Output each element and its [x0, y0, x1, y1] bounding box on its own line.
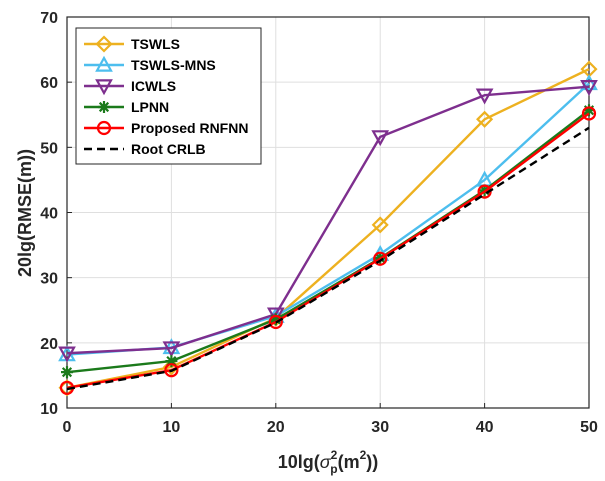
- legend-label: TSWLS-MNS: [131, 57, 216, 73]
- series-line: [66, 109, 590, 374]
- legend-item: LPNN: [84, 99, 169, 115]
- x-axis-label-mid: (m: [338, 452, 360, 472]
- data-point: [371, 216, 389, 234]
- x-axis-label: 10lg(σ2 p(m2)): [278, 448, 379, 476]
- legend-label: LPNN: [131, 99, 169, 115]
- data-point: [269, 313, 282, 326]
- y-tick-label: 10: [40, 401, 58, 418]
- y-tick-label: 60: [40, 75, 58, 92]
- legend: TSWLS TSWLS-MNS ICWLS LPNN Proposed RNFNN Roo…: [75, 27, 262, 165]
- data-point: [581, 106, 597, 121]
- data-point: [373, 251, 388, 266]
- data-point: [580, 74, 598, 91]
- x-axis-label-prefix: 10lg(: [278, 452, 320, 472]
- y-tick-label: 50: [40, 140, 58, 157]
- series-icwls: [58, 80, 598, 363]
- x-axis-label-sub: p: [330, 462, 337, 476]
- x-tick-label: 30: [371, 419, 389, 436]
- series-root-crlb: [66, 126, 590, 391]
- data-point: [475, 88, 494, 105]
- legend-item: Root CRLB: [84, 141, 206, 157]
- x-tick-label: 0: [63, 419, 72, 436]
- y-tick-label: 40: [40, 206, 58, 223]
- x-tick-label: 50: [580, 419, 598, 436]
- x-axis-label-sup: 2: [331, 448, 338, 462]
- data-point: [95, 35, 113, 53]
- data-point: [61, 366, 73, 379]
- axis-ticks: 0 10 20 30 40 50 10 20 30 40 50 60 70: [40, 10, 598, 436]
- data-point: [95, 55, 113, 72]
- y-axis-label: 20lg(RMSE(m)): [15, 149, 35, 277]
- x-axis-label-suffix: )): [366, 452, 378, 472]
- series-layer: [58, 60, 598, 397]
- legend-box: [75, 27, 262, 165]
- series-line: [66, 112, 590, 389]
- x-axis-label-sup2: 2: [360, 448, 367, 462]
- legend-label: TSWLS: [131, 36, 180, 52]
- legend-item: TSWLS-MNS: [84, 55, 216, 73]
- x-tick-label: 20: [267, 419, 285, 436]
- x-tick-label: 10: [163, 419, 181, 436]
- y-tick-label: 30: [40, 271, 58, 288]
- legend-item: Proposed RNFNN: [84, 120, 248, 136]
- data-point: [98, 101, 110, 113]
- data-point: [162, 341, 181, 358]
- series-line: [66, 68, 590, 389]
- y-tick-label: 20: [40, 336, 58, 353]
- legend-label: Root CRLB: [131, 141, 206, 157]
- legend-item: ICWLS: [84, 78, 176, 96]
- legend-label: ICWLS: [131, 78, 176, 94]
- legend-item: TSWLS: [84, 35, 180, 53]
- y-tick-label: 70: [40, 10, 58, 27]
- data-point: [371, 130, 390, 147]
- legend-label: Proposed RNFNN: [131, 120, 248, 136]
- series-line: [66, 126, 590, 391]
- data-point: [164, 363, 179, 378]
- data-point: [580, 80, 598, 96]
- data-point: [476, 110, 494, 128]
- data-point: [583, 104, 595, 117]
- data-point: [268, 314, 283, 330]
- data-point: [95, 79, 113, 96]
- x-tick-label: 40: [476, 419, 494, 436]
- grid: [66, 16, 590, 409]
- series-line: [66, 85, 590, 355]
- x-axis-label-sigma: σ: [320, 452, 332, 472]
- data-point: [165, 355, 178, 368]
- data-point: [96, 120, 112, 136]
- data-point: [58, 346, 76, 363]
